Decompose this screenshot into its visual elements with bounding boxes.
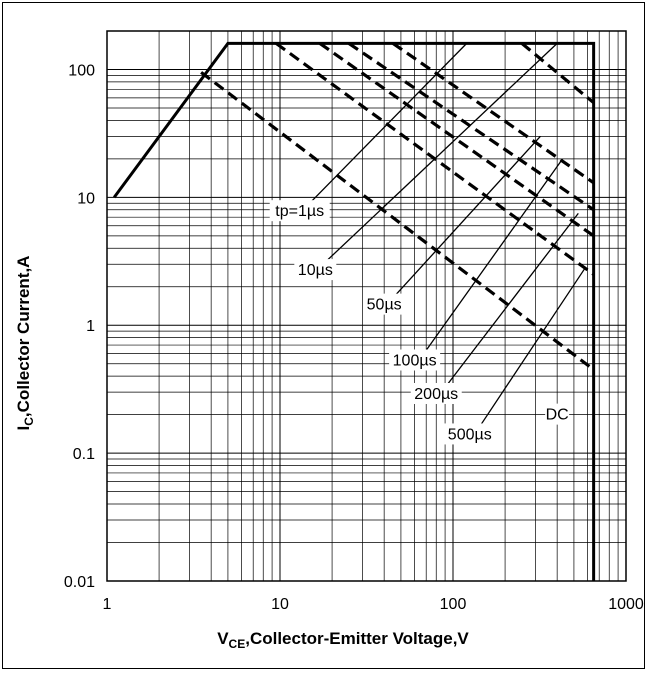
x-axis-title: VCE,Collector-Emitter Voltage,V bbox=[217, 629, 469, 651]
annotation-label-bg bbox=[389, 349, 441, 371]
annotation-label-bg bbox=[269, 200, 330, 222]
annotation-label-bg bbox=[410, 382, 462, 404]
annotation-leader-line bbox=[324, 42, 558, 263]
annotation-label: 500µs bbox=[448, 426, 492, 443]
x-tick-label: 100 bbox=[440, 596, 467, 613]
y-tick-label: 100 bbox=[68, 62, 95, 79]
y-tick-label: 0.1 bbox=[73, 446, 95, 463]
annotation-label: 50µs bbox=[367, 297, 402, 314]
series-line-dc bbox=[200, 71, 595, 371]
soa-boundary-line bbox=[112, 41, 596, 581]
y-axis-title: IC,Collector Current,A bbox=[14, 256, 36, 431]
y-tick-label: 1 bbox=[86, 318, 95, 335]
series-line-200s bbox=[318, 42, 595, 238]
series-line-100s bbox=[347, 42, 595, 212]
y-tick-label: 0.01 bbox=[64, 574, 95, 591]
x-tick-label: 1000 bbox=[608, 596, 644, 613]
annotation-label: DC bbox=[546, 407, 569, 424]
annotation-label-bg bbox=[294, 259, 337, 281]
annotation-leader-line bbox=[393, 135, 541, 298]
annotation-leader-line bbox=[445, 212, 579, 387]
annotation-label: 200µs bbox=[414, 386, 458, 403]
y-tick-label: 10 bbox=[77, 190, 95, 207]
annotation-label-bg bbox=[545, 403, 570, 425]
series-line-10s bbox=[520, 42, 595, 104]
annotation-label: 10µs bbox=[298, 262, 333, 279]
annotation-layer: tp=1µs 10µs 50µs 100µs 200µs 500µs DC bbox=[269, 42, 586, 445]
annotation-label-bg bbox=[363, 293, 406, 315]
annotation-leader-line bbox=[479, 267, 586, 427]
x-tick-label: 1 bbox=[103, 596, 112, 613]
series-line-50s bbox=[392, 42, 595, 185]
annotation-label: 100µs bbox=[393, 353, 437, 370]
annotation-label: tp=1µs bbox=[275, 203, 324, 220]
series-layer bbox=[112, 41, 596, 581]
annotation-leader-line bbox=[424, 158, 564, 353]
annotation-label-bg bbox=[444, 423, 496, 445]
plot-border bbox=[106, 30, 627, 582]
tick-layer: 1 10 100 1000 100 10 1 0.1 0.01 bbox=[64, 62, 644, 613]
x-tick-label: 10 bbox=[271, 596, 289, 613]
annotation-leader-line bbox=[309, 42, 468, 204]
